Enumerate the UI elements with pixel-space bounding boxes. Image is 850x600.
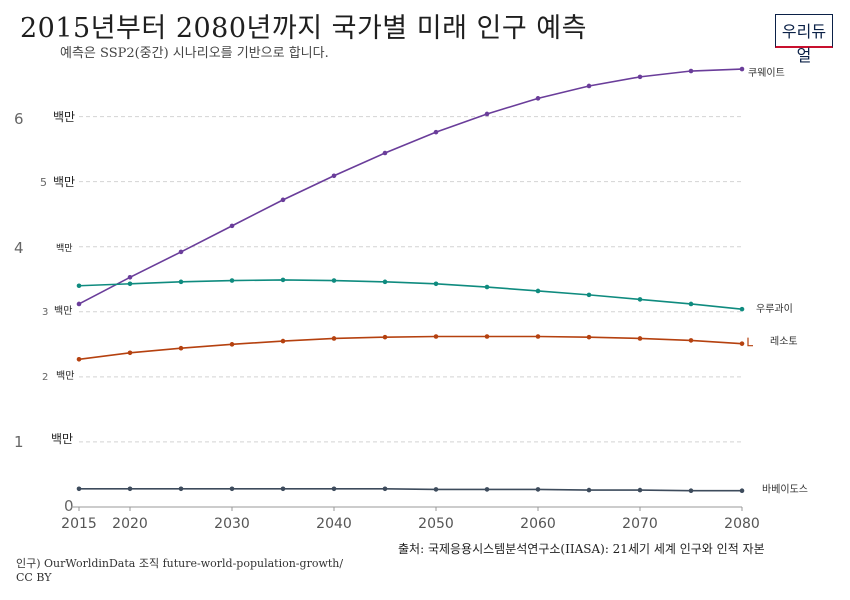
series-label-lesotho: 레소토 [770, 336, 798, 348]
x-tick-label: 2030 [214, 516, 250, 532]
series-line-kuwait [78, 68, 743, 305]
data-point-lesotho [382, 334, 388, 340]
data-point-lesotho [331, 336, 337, 341]
series-label-kuwait: 쿠웨이트 [748, 67, 785, 79]
data-point-lesotho [739, 341, 745, 346]
data-point-barbados [382, 486, 388, 492]
data-point-kuwait [280, 197, 286, 203]
data-point-kuwait [433, 129, 439, 135]
y-tick-label: 1 [14, 433, 24, 451]
data-point-kuwait [76, 301, 82, 307]
x-tick-label: 2070 [622, 516, 658, 532]
x-tick-label: 2020 [112, 516, 148, 532]
y-tick-label: 0 [64, 497, 74, 515]
y-tick-label: 4 [14, 239, 24, 257]
y-tick-unit: 백만 [53, 175, 75, 189]
x-tick-label: 2060 [520, 516, 556, 532]
data-point-barbados [637, 487, 643, 493]
data-point-uruguay [76, 283, 82, 289]
data-point-barbados [739, 488, 745, 494]
data-point-lesotho [586, 334, 592, 340]
data-point-kuwait [484, 111, 490, 117]
data-point-uruguay [382, 279, 388, 285]
data-point-barbados [76, 486, 82, 492]
series-end-marker-lesotho [747, 337, 753, 347]
data-point-barbados [433, 487, 439, 492]
data-point-barbados [535, 487, 541, 492]
data-point-barbados [229, 486, 235, 492]
data-point-kuwait [739, 66, 745, 72]
chart-title: 2015년부터 2080년까지 국가별 미래 인구 예측 [20, 13, 587, 44]
data-point-uruguay [688, 301, 694, 307]
y-tick-label: 6 [14, 110, 24, 128]
data-point-uruguay [637, 297, 643, 302]
y-tick-unit: 백만 [51, 432, 73, 446]
data-point-barbados [178, 486, 184, 492]
data-point-kuwait [688, 68, 694, 74]
data-point-barbados [331, 486, 337, 492]
y-tick-unit: 백만 [56, 370, 74, 382]
x-tick-label: 2050 [418, 516, 454, 532]
y-tick-unit: 백만 [56, 243, 73, 254]
data-point-kuwait [382, 150, 388, 156]
y-tick-unit: 백만 [53, 110, 75, 124]
data-point-uruguay [484, 284, 490, 290]
data-point-lesotho [178, 345, 184, 351]
data-point-uruguay [331, 278, 337, 283]
data-point-barbados [280, 486, 286, 492]
data-point-uruguay [739, 306, 745, 312]
data-point-barbados [127, 486, 133, 492]
series-line-lesotho [78, 335, 743, 361]
data-point-kuwait [229, 223, 235, 229]
data-point-lesotho [229, 342, 235, 347]
data-point-kuwait [586, 83, 592, 89]
source-text: 출처: 국제응용시스템분석연구소(IIASA): 21세기 세계 인구와 인적 … [398, 542, 765, 556]
series-line-barbados [79, 487, 742, 492]
data-point-kuwait [535, 96, 541, 101]
series-label-uruguay: 우루과이 [756, 303, 793, 315]
data-point-kuwait [127, 274, 133, 280]
data-point-kuwait [178, 249, 184, 255]
data-point-lesotho [76, 356, 82, 362]
data-point-uruguay [229, 278, 235, 283]
data-point-barbados [484, 487, 490, 492]
x-tick-label: 2040 [316, 516, 352, 532]
logo: 우리듀얼 [775, 14, 833, 65]
y-tick-label: 5 [40, 176, 47, 189]
data-point-barbados [688, 488, 694, 494]
x-tick-label: 2015 [61, 516, 97, 532]
data-point-uruguay [178, 279, 184, 285]
data-point-kuwait [331, 173, 337, 179]
series-label-barbados: 바베이도스 [762, 484, 808, 496]
data-point-uruguay [127, 281, 133, 287]
data-point-lesotho [127, 350, 133, 356]
data-point-lesotho [433, 334, 439, 339]
y-tick-label: 3 [42, 307, 48, 318]
data-point-lesotho [535, 334, 541, 339]
chart-subtitle: 예측은 SSP2(중간) 시나리오를 기반으로 합니다. [60, 46, 329, 61]
data-point-lesotho [280, 338, 286, 344]
data-point-lesotho [688, 338, 694, 343]
note-text: 인구) OurWorldinData 조직 future-world-popul… [16, 557, 344, 584]
data-point-uruguay [280, 277, 286, 283]
data-point-lesotho [484, 334, 490, 339]
x-tick-label: 2080 [724, 516, 760, 532]
data-point-uruguay [586, 292, 592, 298]
data-point-uruguay [535, 288, 541, 294]
data-point-uruguay [433, 281, 439, 287]
data-point-kuwait [637, 74, 643, 80]
y-tick-unit: 백만 [54, 305, 72, 317]
series-line-uruguay [78, 279, 743, 310]
y-tick-label: 2 [42, 372, 48, 383]
data-point-barbados [586, 487, 592, 493]
data-point-lesotho [637, 336, 643, 341]
logo-text: 우리듀얼 [781, 22, 827, 65]
